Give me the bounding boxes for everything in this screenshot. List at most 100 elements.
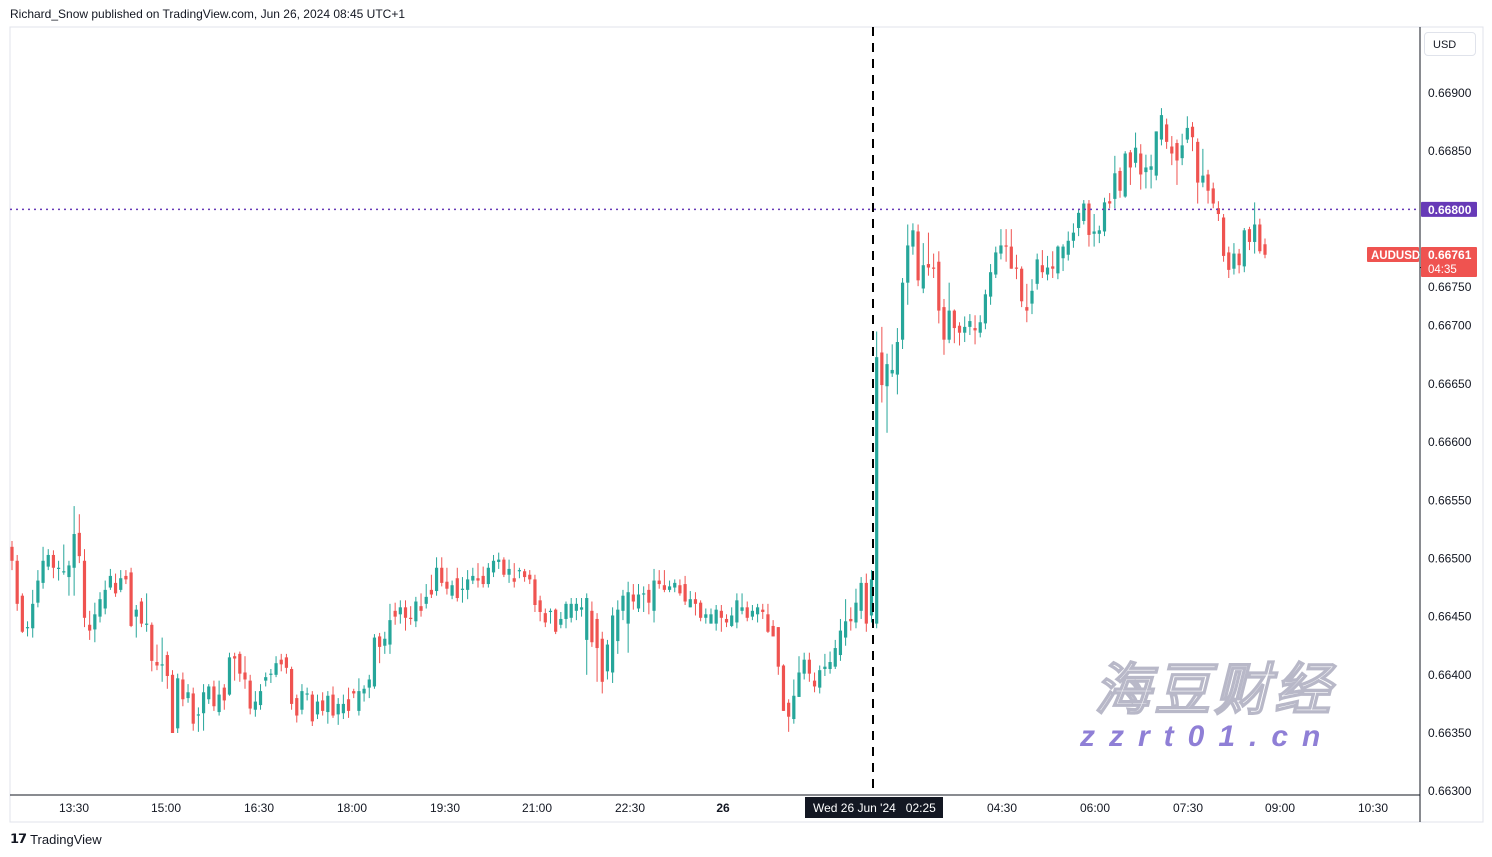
candle-down [77,514,81,564]
candle-up [823,653,827,676]
candle-down [403,600,408,631]
candle-up [895,328,899,395]
candle-down [678,579,682,596]
candle-up [491,554,496,578]
price-tick-label: 0.66850 [1428,144,1472,158]
candle-up [735,593,739,629]
candle-up [486,563,490,588]
candle-up [579,598,584,617]
candle-body [1242,230,1246,267]
price-tick-label: 0.66400 [1428,668,1472,682]
candle-body [885,364,889,387]
candle-body [869,579,874,616]
candle-down [476,563,480,588]
candle-body [383,638,387,646]
price-axis[interactable]: 0.66900 0.66850 0.66750 0.66700 0.66650 0.666… [1420,86,1472,798]
candle-body [336,703,340,715]
candle-body [693,599,698,604]
candle-body [372,637,377,687]
candle-up [62,544,66,575]
chart-frame [9,26,1484,823]
candle-down [129,567,133,628]
candle-body [284,657,289,668]
candle-body [1128,152,1132,168]
candle-body [398,607,402,615]
candle-down [766,603,770,633]
candle-body [367,679,371,688]
candle-body [999,245,1003,254]
time-tick-label: 16:30 [244,801,274,815]
candle-down [538,595,542,622]
candle-body [621,595,625,611]
candle-down [761,603,765,619]
candle-body [807,659,811,674]
candle-body [1185,127,1189,140]
candle-down [937,251,941,324]
candle-up [1123,151,1127,198]
candle-down [1237,248,1241,274]
candle-down [1170,136,1174,166]
last-price-label: AUDUSD 0.66761 04:35 [1367,247,1477,277]
candle-body [315,701,320,715]
candle-body [362,688,366,694]
candle-down [248,674,252,715]
candle-up [56,560,61,581]
currency-button[interactable]: USD [1424,32,1476,56]
tradingview-logo[interactable]: 𝟭𝟳 TradingView [10,831,102,847]
tradingview-logo-icon: 𝟭𝟳 [10,831,27,846]
candle-body [906,245,910,283]
candle-down [409,606,413,625]
candle-body [1014,267,1019,269]
candle-body [181,679,185,700]
candle-body [1232,253,1236,269]
candle-down [942,298,946,355]
candle-body [160,664,164,666]
candle-body [854,602,858,623]
candle-up [383,631,387,654]
candle-body [792,695,796,720]
candle-body [507,568,511,575]
candle-body [248,680,252,709]
candle-body [1020,268,1024,302]
svg-text:0.66800: 0.66800 [1428,203,1472,217]
candle-down [295,694,299,723]
candle-body [678,585,682,594]
candle-down [51,550,56,579]
candle-body [93,614,97,630]
candle-body [626,592,630,624]
candle-down [15,554,19,611]
candle-body [502,559,506,575]
candle-up [274,656,278,678]
time-tick-label: 26 [716,801,730,815]
candle-body [1227,252,1231,270]
candle-up [196,707,200,732]
candle-up [906,224,910,305]
candle-down [113,573,118,597]
symbol-badge [1367,247,1419,262]
candle-down [150,622,154,672]
candle-up [258,684,263,710]
candle-body [150,624,154,661]
candle-body [10,546,14,561]
candle-body [1071,232,1076,241]
candle-body [1253,224,1257,242]
time-axis[interactable]: 13:30 15:00 16:30 18:00 19:30 21:00 22:30 26 04:… [59,801,1388,815]
candle-body [429,589,433,595]
candle-up [1082,200,1086,225]
candle-down [243,656,247,689]
candle-body [67,565,71,578]
candle-body [476,578,480,581]
candle-body [1190,126,1195,138]
candle-body [647,589,651,603]
candle-body [616,609,620,642]
candle-body [579,607,584,610]
candle-up [569,598,573,623]
candle-body [1077,212,1081,228]
candle-body [755,607,760,615]
candle-body [491,560,496,573]
candle-up [67,560,71,596]
candle-down [1087,200,1091,247]
candle-up [1061,244,1065,272]
candle-down [543,608,547,628]
